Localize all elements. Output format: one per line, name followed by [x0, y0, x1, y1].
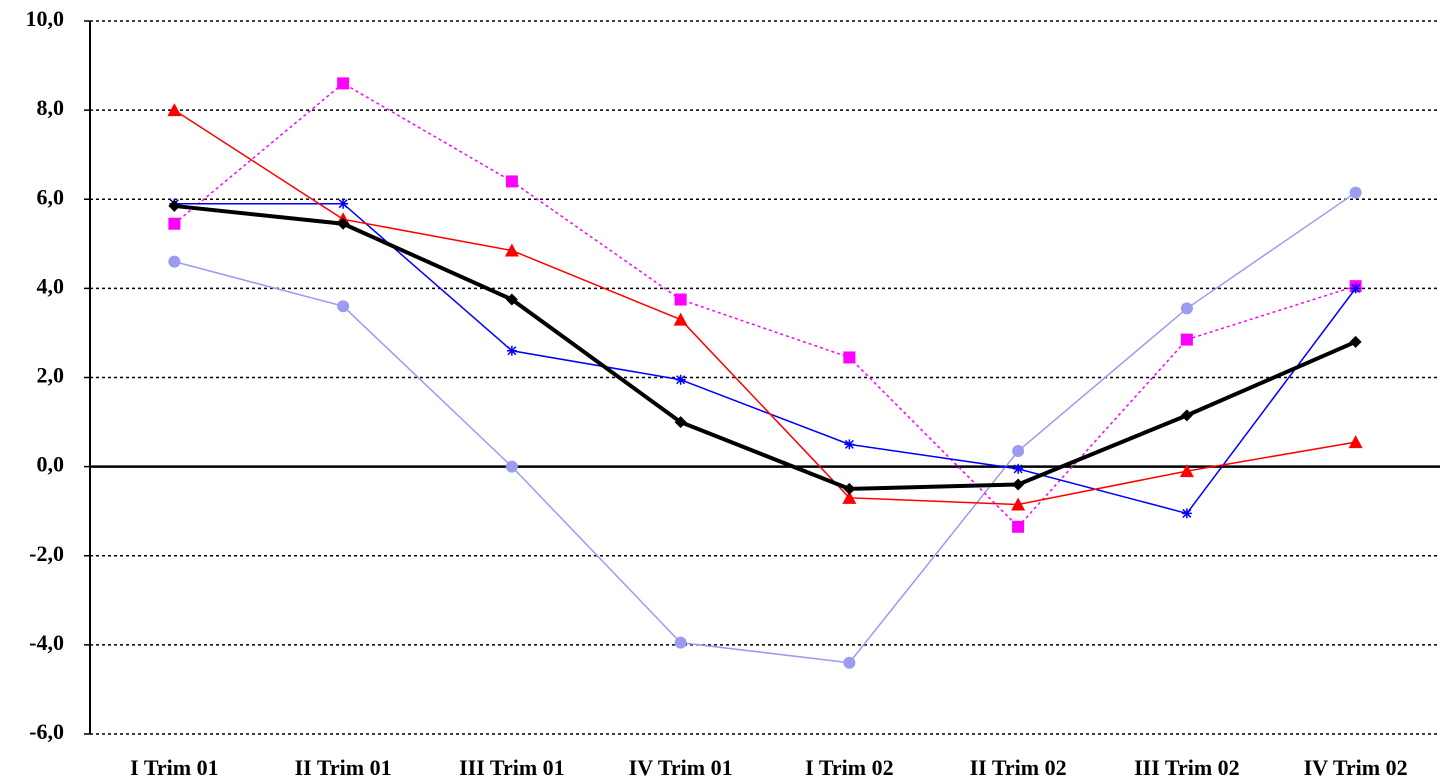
marker: [506, 345, 517, 356]
y-tick-label: 6,0: [37, 184, 65, 209]
marker: [674, 416, 687, 429]
series-line: [174, 203, 1357, 491]
marker: [843, 351, 856, 364]
marker: [674, 636, 687, 649]
y-tick-label: -4,0: [29, 630, 64, 655]
x-tick-label: I Trim 01: [130, 755, 218, 780]
y-tick-label: 10,0: [26, 6, 65, 31]
marker: [843, 482, 856, 495]
marker: [1012, 445, 1025, 458]
series-line: [174, 202, 1357, 515]
y-tick-label: 8,0: [37, 95, 65, 120]
marker: [505, 175, 518, 188]
x-tick-label: IV Trim 02: [1304, 755, 1408, 780]
marker: [504, 243, 519, 257]
marker: [337, 77, 350, 90]
marker: [167, 103, 182, 117]
marker: [1013, 463, 1024, 474]
marker: [1181, 508, 1192, 519]
marker: [1350, 283, 1361, 294]
marker: [674, 293, 687, 306]
y-tick-label: 2,0: [37, 363, 65, 388]
marker: [843, 656, 856, 669]
marker: [1180, 302, 1193, 315]
x-tick-label: II Trim 01: [295, 755, 392, 780]
marker: [168, 217, 181, 230]
x-tick-label: II Trim 02: [970, 755, 1067, 780]
x-tick-label: III Trim 02: [1134, 755, 1240, 780]
marker: [1011, 497, 1026, 511]
y-tick-label: 4,0: [37, 273, 65, 298]
marker: [505, 293, 518, 306]
marker: [1012, 520, 1025, 533]
x-tick-label: IV Trim 01: [629, 755, 733, 780]
marker: [1012, 478, 1025, 491]
marker: [1348, 435, 1363, 449]
y-tick-label: -6,0: [29, 719, 64, 744]
x-tick-label: I Trim 02: [805, 755, 893, 780]
marker: [337, 217, 350, 230]
marker: [1180, 333, 1193, 346]
marker: [1180, 409, 1193, 422]
marker: [168, 255, 181, 268]
marker: [337, 300, 350, 313]
series-line: [173, 109, 1356, 506]
marker: [168, 199, 181, 212]
marker: [338, 198, 349, 209]
marker: [505, 460, 518, 473]
series-line: [173, 82, 1356, 528]
marker: [673, 312, 688, 326]
marker: [842, 490, 857, 504]
y-tick-label: 0,0: [37, 452, 65, 477]
marker: [1179, 464, 1194, 478]
y-tick-label: -2,0: [29, 541, 64, 566]
marker: [1349, 335, 1362, 348]
marker: [1349, 186, 1362, 199]
marker: [844, 439, 855, 450]
marker: [675, 374, 686, 385]
series-line: [174, 191, 1357, 664]
x-tick-label: III Trim 01: [459, 755, 565, 780]
